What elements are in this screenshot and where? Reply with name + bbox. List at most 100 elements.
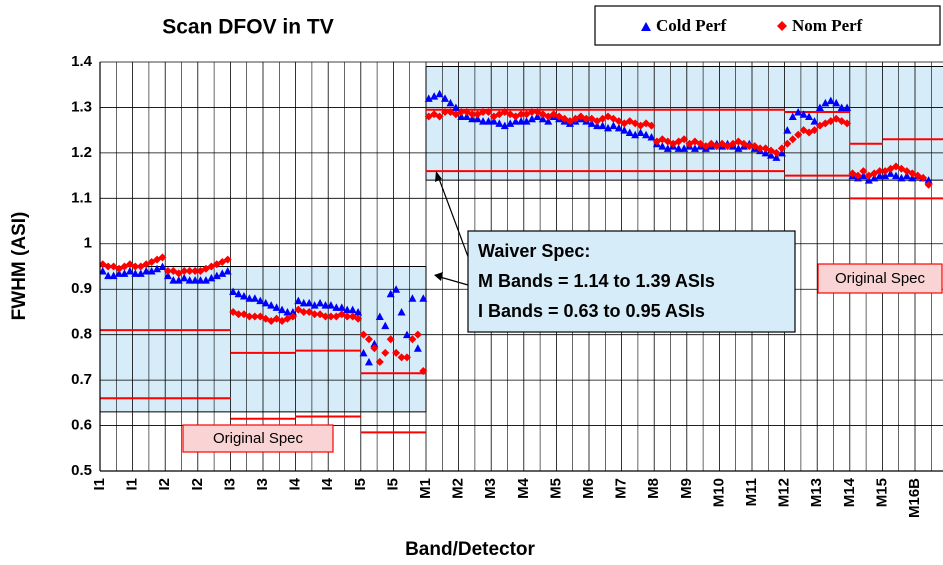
data-point (636, 128, 645, 136)
data-point (370, 344, 379, 353)
data-point (826, 96, 835, 105)
data-point (772, 153, 781, 161)
data-point (180, 273, 189, 282)
data-point (484, 107, 493, 116)
data-point (522, 117, 531, 125)
x-tick-label: M10 (710, 478, 727, 507)
data-point (158, 262, 167, 270)
data-point (348, 305, 357, 314)
data-point (479, 117, 488, 125)
data-point (310, 301, 319, 309)
arrow (437, 175, 471, 263)
data-point (500, 121, 509, 130)
data-point (250, 312, 259, 321)
data-point (223, 255, 232, 264)
data-point (435, 112, 444, 121)
data-point (326, 301, 335, 309)
data-point (853, 171, 862, 180)
data-point (364, 335, 373, 344)
data-point (142, 267, 151, 275)
data-point (527, 114, 536, 123)
data-point (321, 312, 330, 321)
x-tick-label: I4 (287, 477, 304, 490)
data-point (462, 112, 471, 121)
data-point (261, 298, 270, 307)
data-point (267, 301, 276, 309)
data-point (457, 112, 466, 121)
data-point (397, 307, 406, 316)
data-point (919, 173, 928, 182)
data-point (256, 296, 265, 305)
data-point (419, 294, 428, 302)
data-point (593, 121, 602, 130)
data-point (772, 148, 781, 157)
data-point (174, 276, 183, 284)
annotation: Waiver Spec: (478, 241, 590, 261)
data-point (625, 128, 634, 136)
legend (594, 5, 941, 46)
data-point (239, 292, 248, 300)
data-point (864, 176, 873, 184)
x-tick-label: I3 (221, 478, 238, 491)
data-point (109, 271, 118, 280)
x-tick-label: M15 (873, 478, 890, 507)
y-tick-label: 1.3 (71, 98, 92, 115)
data-point (604, 123, 613, 132)
data-point (734, 144, 743, 152)
data-point (805, 112, 814, 121)
data-point (185, 267, 194, 276)
x-tick-label: M3 (482, 478, 499, 499)
x-tick-label: M7 (613, 478, 630, 499)
data-point (392, 348, 401, 357)
data-point (212, 271, 221, 280)
data-point (402, 330, 411, 339)
data-point (310, 310, 319, 319)
annotation: Original Spec (835, 270, 926, 287)
annotation-box (817, 263, 943, 294)
data-point (859, 171, 868, 180)
data-point (283, 307, 292, 316)
data-point (147, 267, 156, 275)
data-point (375, 357, 384, 366)
data-point (924, 180, 933, 189)
x-tick-label: I1 (91, 478, 108, 491)
data-point (229, 287, 238, 295)
data-point (647, 121, 656, 130)
data-point (870, 173, 879, 182)
data-point (506, 119, 515, 127)
data-point (484, 117, 493, 125)
data-point (354, 314, 363, 323)
data-point (783, 139, 792, 148)
data-point (810, 126, 819, 135)
data-point (647, 132, 656, 141)
data-point (756, 144, 765, 153)
data-point (614, 123, 623, 132)
data-point (642, 130, 651, 139)
data-point (201, 276, 210, 284)
data-point (115, 269, 124, 277)
x-tick-label: I5 (384, 478, 401, 491)
y-tick-label: 1.4 (71, 53, 93, 70)
data-point (783, 126, 792, 134)
x-tick-label: I1 (124, 478, 141, 491)
data-point (100, 267, 107, 275)
data-point (131, 262, 140, 271)
y-axis-label: FWHM (ASI) (9, 212, 30, 321)
data-point (788, 135, 797, 144)
data-point (158, 253, 167, 262)
data-point (196, 276, 205, 284)
data-point (468, 110, 477, 119)
annotation-box (182, 424, 334, 453)
data-point (810, 117, 819, 125)
data-point (843, 103, 852, 111)
data-point (234, 289, 243, 298)
data-point (359, 348, 368, 357)
data-point (527, 107, 536, 116)
x-tick-label: M9 (678, 478, 695, 499)
x-tick-label: M8 (645, 478, 662, 499)
data-point (408, 294, 417, 302)
y-tick-label: 1 (84, 235, 92, 252)
y-tick-label: 0.8 (71, 326, 92, 343)
data-point (609, 121, 618, 130)
